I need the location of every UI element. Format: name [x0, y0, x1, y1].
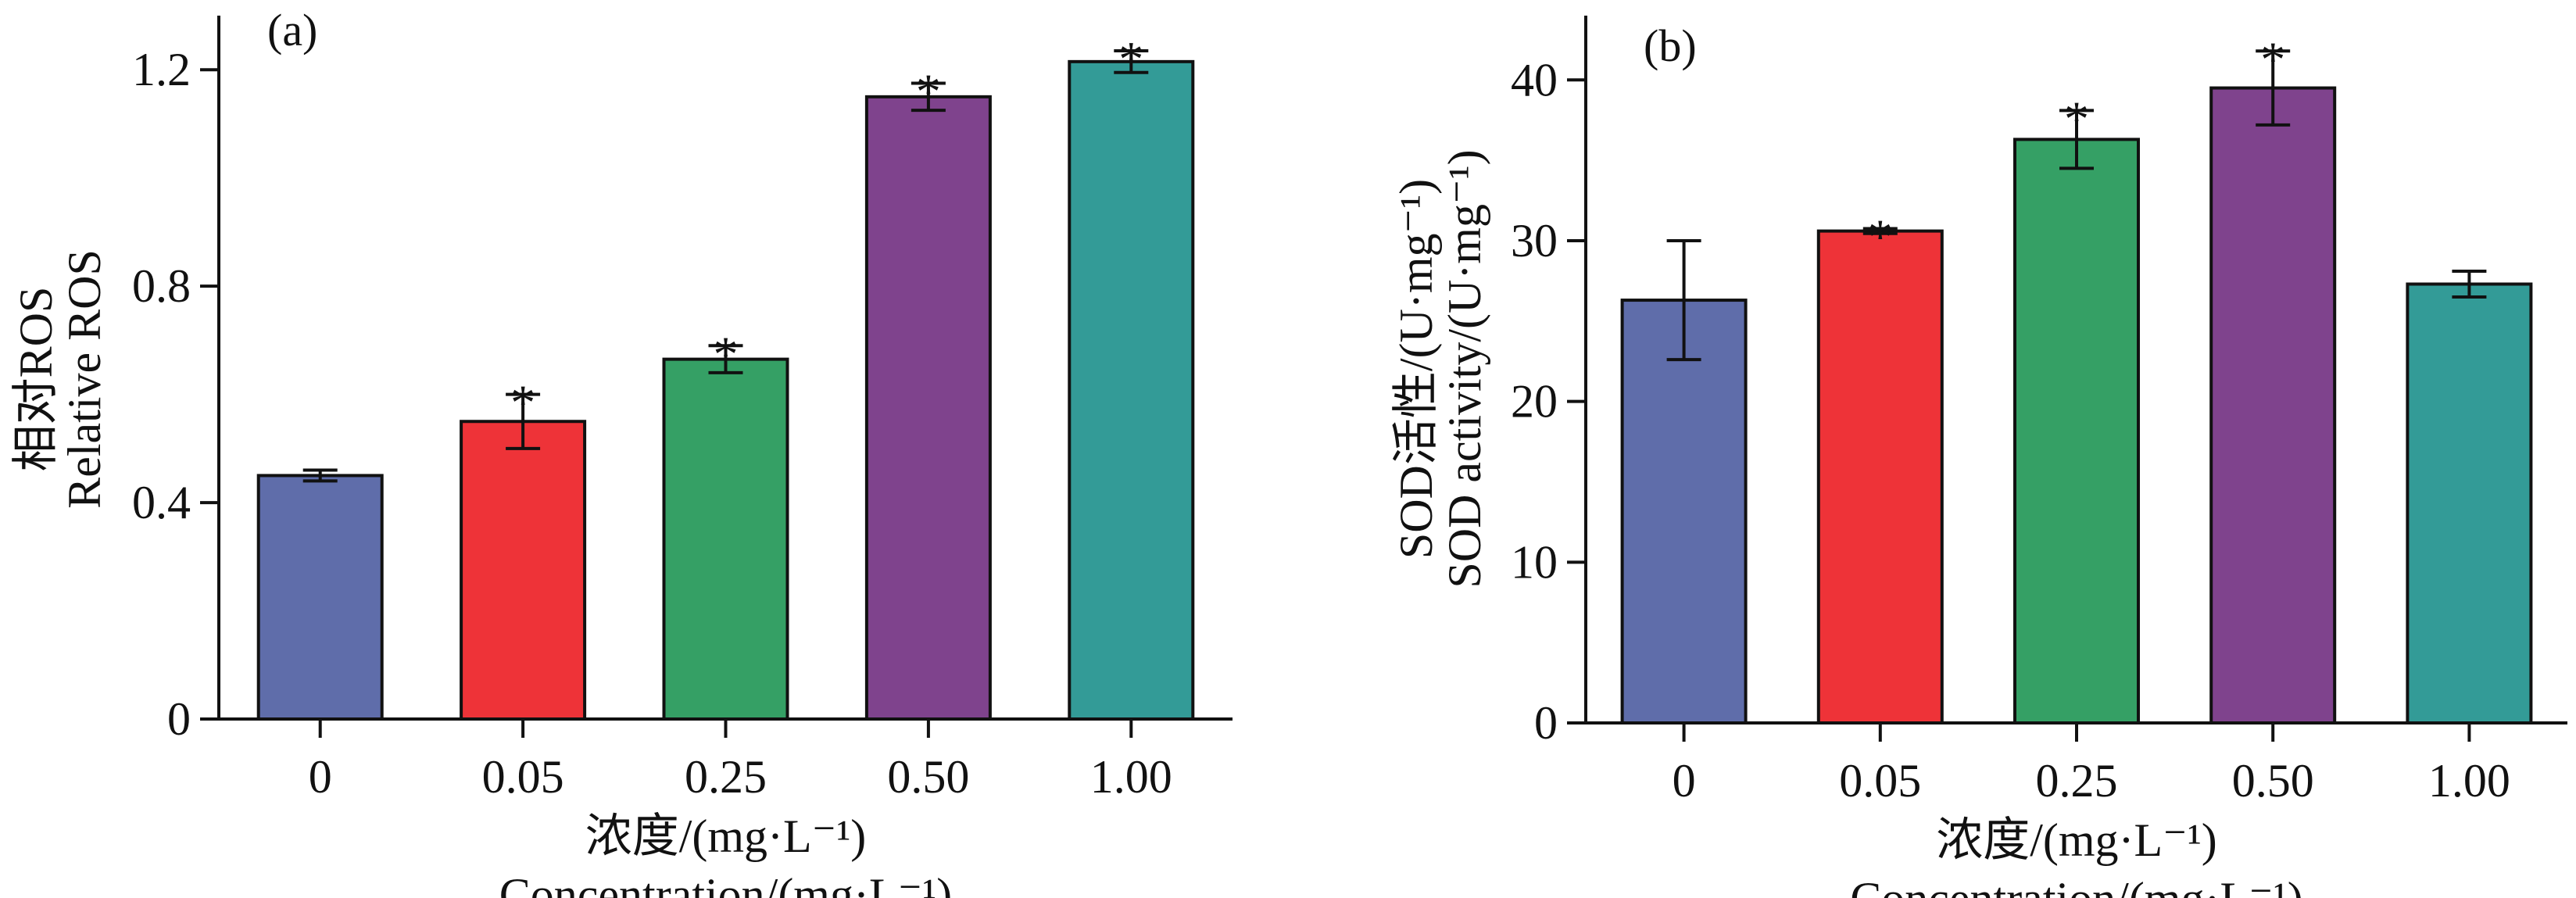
- significance-marker: *: [510, 375, 535, 431]
- significance-marker: *: [1868, 209, 1893, 265]
- x-tick-label: 1.00: [1090, 751, 1172, 803]
- bar-1: [1816, 229, 1944, 724]
- y-tick-label: 40: [1511, 54, 1558, 106]
- bar-3: [864, 95, 992, 721]
- panel-label: (b): [1644, 20, 1697, 71]
- bar-4: [1068, 59, 1195, 721]
- bar-4: [2406, 282, 2533, 724]
- x-tick-label: 0.50: [2232, 755, 2314, 807]
- bar-0: [1620, 299, 1748, 724]
- bar-0: [256, 474, 384, 721]
- significance-marker: *: [2260, 31, 2285, 87]
- bar-1: [460, 420, 587, 721]
- y-axis-label-cn: SOD活性/(U·mg⁻¹): [1390, 179, 1442, 559]
- significance-marker: *: [2064, 91, 2089, 146]
- x-tick-label: 0: [309, 751, 332, 803]
- x-tick-label: 1.00: [2428, 755, 2510, 807]
- x-tick-label: 0.25: [685, 751, 767, 803]
- bar-2: [2013, 138, 2140, 724]
- x-tick-label: 0.05: [482, 751, 564, 803]
- x-tick-label: 0: [1673, 755, 1696, 807]
- x-tick-label: 0.05: [1839, 755, 1921, 807]
- bar-3: [2209, 86, 2337, 724]
- panel-label: (a): [267, 5, 317, 55]
- chart-panel-a: 0 0.4 0.8 1.2 0 * 0.05 * 0.25 * 0.50 * 1.00 浓度/(mg·L⁻…: [10, 5, 1233, 898]
- y-tick-label: 1.2: [132, 44, 191, 95]
- y-tick-label: 20: [1511, 376, 1558, 428]
- x-axis-label-cn: 浓度/(mg·L⁻¹): [585, 810, 867, 862]
- y-tick-label: 30: [1511, 215, 1558, 267]
- x-axis-label-en: Concentration/(mg·L⁻¹): [1850, 873, 2303, 898]
- x-axis-label-cn: 浓度/(mg·L⁻¹): [1936, 814, 2217, 866]
- bar-2: [662, 357, 789, 721]
- y-tick-label: 10: [1511, 536, 1558, 588]
- y-axis-label-en: SOD activity/(U·mg⁻¹): [1439, 149, 1490, 588]
- significance-marker: *: [916, 64, 941, 120]
- significance-marker: *: [1118, 31, 1143, 87]
- y-tick-label: 0: [1534, 697, 1558, 749]
- chart-panel-b: 0 10 20 30 40 0 * 0.05 * 0.25 * 0.50 1.00 浓度/(mg·L⁻¹)…: [1390, 16, 2567, 898]
- y-axis-label-en: Relative ROS: [59, 249, 110, 509]
- x-tick-label: 0.25: [2036, 755, 2118, 807]
- y-tick-label: 0: [167, 693, 191, 745]
- y-tick-label: 0.4: [132, 477, 191, 528]
- x-tick-label: 0.50: [887, 751, 969, 803]
- y-axis-label-cn: 相对ROS: [10, 287, 62, 472]
- significance-marker: *: [714, 326, 739, 381]
- y-tick-label: 0.8: [132, 260, 191, 312]
- x-axis-label-en: Concentration/(mg·L⁻¹): [499, 869, 953, 898]
